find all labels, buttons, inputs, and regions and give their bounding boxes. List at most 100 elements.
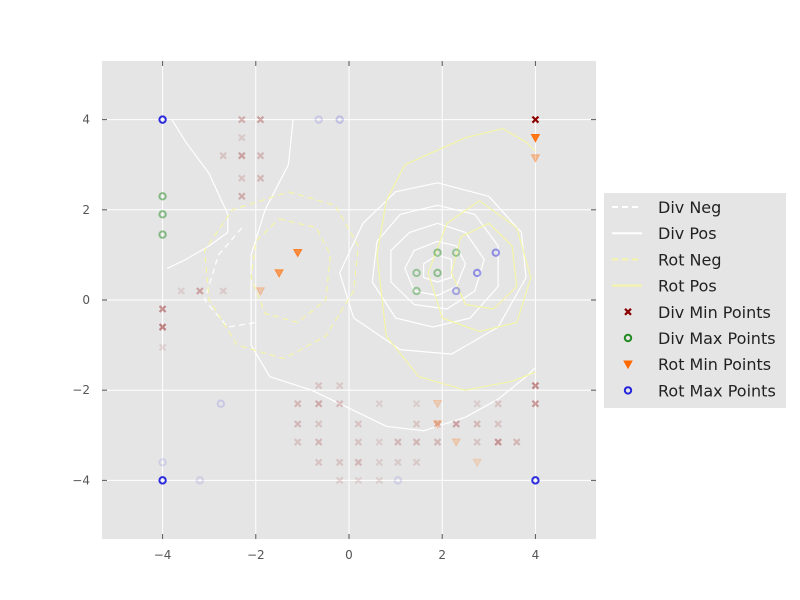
div-min-point [238, 151, 246, 160]
div-min-point [452, 420, 460, 428]
div-min-point [293, 420, 302, 428]
div-min-point [394, 438, 402, 446]
div-pos-contour-6 [423, 254, 453, 283]
div-min-point [394, 458, 402, 467]
rot-min-point [255, 287, 266, 297]
div-min-point [412, 458, 421, 467]
y-tick-label: 2 [82, 203, 90, 217]
rot-neg-contour-0 [203, 191, 359, 360]
div-min-point [158, 323, 167, 331]
div-min-point [494, 399, 502, 408]
y-tick-label: −4 [72, 473, 90, 487]
div-min-point [219, 151, 227, 160]
div-min-point [412, 420, 421, 428]
legend-triangle-marker [623, 360, 633, 370]
div-pos-contour-4 [390, 222, 485, 310]
rot-neg-contour-1 [250, 218, 331, 324]
div-max-point [451, 248, 461, 257]
div-min-point [412, 399, 421, 408]
div-max-point [158, 210, 167, 219]
div-min-point [293, 399, 302, 408]
rot-min-point [432, 420, 443, 430]
plot-content [158, 115, 541, 485]
div-min-point [335, 476, 344, 485]
div-min-point [314, 420, 323, 428]
div-min-point [314, 458, 323, 467]
legend-label: Div Pos [658, 224, 717, 243]
legend-label: Rot Pos [658, 277, 717, 296]
div-min-point [494, 420, 502, 428]
div-min-point [433, 420, 442, 428]
div-min-point [256, 151, 265, 160]
div-min-point [335, 458, 344, 467]
rot-min-point [530, 154, 541, 163]
div-min-point [433, 438, 442, 446]
div-min-point [335, 399, 344, 408]
x-tick-label: −4 [154, 548, 172, 562]
rot-max-point [531, 476, 540, 485]
rot-min-point [530, 133, 541, 143]
div-min-point [335, 381, 344, 390]
div-min-point [238, 133, 246, 142]
div-min-point [531, 115, 540, 124]
rot-max-point [158, 458, 167, 467]
div-min-point [238, 115, 246, 124]
div-min-point [219, 287, 227, 295]
rot-min-point [274, 269, 284, 278]
legend-label: Rot Min Points [658, 355, 771, 374]
div-min-point [314, 399, 323, 408]
div-min-point [314, 381, 323, 390]
rot-min-point [292, 248, 303, 258]
rot-pos-contour-2 [427, 200, 532, 333]
div-min-point [158, 343, 167, 352]
legend-circle-marker [623, 386, 633, 395]
legend-circle-marker [623, 333, 633, 343]
div-min-point [196, 287, 204, 295]
div-pos-contour-3 [371, 204, 499, 328]
div-min-point [354, 420, 363, 428]
div-min-point [531, 399, 540, 408]
legend-x-marker [624, 308, 632, 316]
rot-pos-contour-1 [376, 164, 536, 391]
rot-max-point [158, 115, 167, 124]
div-max-point [412, 286, 421, 296]
div-min-point [375, 399, 384, 408]
rot-max-point [195, 476, 205, 485]
div-min-point [256, 174, 265, 183]
div-min-point [494, 438, 502, 446]
rot-max-point [393, 476, 403, 485]
rot-min-point [472, 458, 483, 468]
rot-max-point [451, 286, 461, 296]
rot-pos-contour-3 [450, 222, 518, 310]
x-tick-label: 0 [345, 548, 353, 562]
div-min-point [293, 438, 302, 446]
div-min-point [314, 438, 323, 446]
x-tick-label: 2 [438, 548, 446, 562]
rot-max-point [335, 115, 344, 124]
div-pos-contour-2 [339, 182, 527, 355]
rot-max-point [216, 399, 226, 408]
div-min-point [177, 287, 186, 295]
x-tick-label: −2 [247, 548, 265, 562]
rot-max-point [472, 268, 482, 278]
div-min-point [158, 305, 167, 313]
rot-max-point [491, 248, 501, 257]
legend-label: Rot Max Points [658, 381, 776, 400]
rot-max-point [158, 476, 167, 485]
div-min-point [375, 438, 384, 446]
legend-label: Div Neg [658, 198, 721, 217]
y-tick-label: 4 [82, 113, 90, 127]
div-max-point [158, 230, 167, 239]
div-min-point [512, 438, 521, 446]
div-max-point [412, 268, 421, 278]
x-tick-label: 4 [532, 548, 540, 562]
div-min-point [531, 381, 540, 390]
legend: Div Neg Div Pos Rot Neg Rot Pos Div Min Poin… [604, 193, 786, 408]
plot-area: −4 −2 0 2 4 4 2 0 −2 −4 [72, 61, 596, 562]
div-neg-contour-0 [203, 227, 256, 328]
div-min-point [412, 438, 421, 446]
div-min-point [375, 476, 384, 485]
rot-min-point [451, 438, 462, 448]
div-min-point [256, 115, 265, 124]
div-min-point [375, 458, 384, 467]
